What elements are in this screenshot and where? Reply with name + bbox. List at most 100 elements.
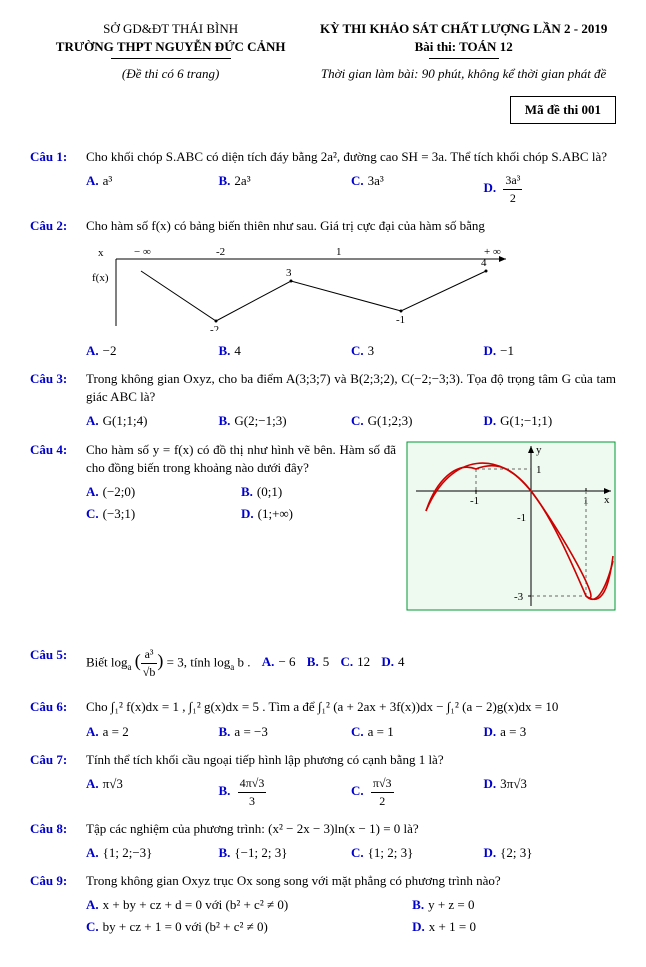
question-6: Câu 6: Cho ∫₁² f(x)dx = 1 , ∫₁² g(x)dx =… — [30, 698, 616, 740]
header-right: KỲ THI KHẢO SÁT CHẤT LƯỢNG LẦN 2 - 2019 … — [311, 20, 616, 84]
q4-opt-d: D.(1;+∞) — [241, 505, 396, 523]
q8-options: A.{1; 2;−3} B.{−1; 2; 3} C.{1; 2; 3} D.{… — [86, 844, 616, 862]
q2-opt-d: D.−1 — [484, 342, 617, 360]
svg-text:3: 3 — [286, 267, 292, 279]
q5-prefix: Biết log — [86, 654, 128, 669]
q6-opt-a: A.a = 2 — [86, 723, 219, 741]
q9-opt-c: C.by + cz + 1 = 0 với (b² + c² ≠ 0) — [86, 918, 412, 936]
header-rule-right — [429, 58, 499, 59]
svg-text:− ∞: − ∞ — [134, 246, 151, 258]
q4-text: Cho hàm số y = f(x) có đồ thị như hình v… — [86, 441, 396, 477]
q7-opt-c: C. π√32 — [351, 775, 484, 810]
q9-opt-d: D.x + 1 = 0 — [412, 918, 616, 936]
page-header: SỞ GD&ĐT THÁI BÌNH TRƯỜNG THPT NGUYỄN ĐỨ… — [30, 20, 616, 84]
q3-opt-b: B.G(2;−1;3) — [219, 412, 352, 430]
header-rule-left — [111, 58, 231, 59]
q2-opt-a: A.−2 — [86, 342, 219, 360]
duration: Thời gian làm bài: 90 phút, không kể thờ… — [311, 65, 616, 83]
q9-opt-a: A.x + by + cz + d = 0 với (b² + c² ≠ 0) — [86, 896, 412, 914]
q5-label: Câu 5: — [30, 646, 86, 681]
svg-text:+ ∞: + ∞ — [484, 246, 501, 258]
exam-title: KỲ THI KHẢO SÁT CHẤT LƯỢNG LẦN 2 - 2019 — [311, 20, 616, 38]
q4-graph: y x 1 -1 1 -1 -3 — [406, 441, 616, 616]
q1-text: Cho khối chóp S.ABC có diện tích đáy bằn… — [86, 148, 616, 166]
q6-opt-c: C.a = 1 — [351, 723, 484, 741]
q3-options: A.G(1;1;4) B.G(2;−1;3) C.G(1;2;3) D.G(1;… — [86, 412, 616, 430]
svg-text:-3: -3 — [514, 591, 524, 603]
svg-text:f(x): f(x) — [92, 272, 109, 284]
question-8: Câu 8: Tập các nghiệm của phương trình: … — [30, 820, 616, 862]
svg-text:y: y — [536, 444, 542, 456]
q1-opt-c: C.3a³ — [351, 172, 484, 207]
q6-opt-d: D.a = 3 — [484, 723, 617, 741]
q7-opt-b: B. 4π√33 — [219, 775, 352, 810]
page-count: (Đề thi có 6 trang) — [30, 65, 311, 83]
q7-text: Tính thể tích khối cầu ngoại tiếp hình l… — [86, 751, 616, 769]
question-3: Câu 3: Trong không gian Oxyz, cho ba điể… — [30, 370, 616, 431]
q8-text: Tập các nghiệm của phương trình: (x² − 2… — [86, 820, 616, 838]
q2-opt-b: B.4 — [219, 342, 352, 360]
q4-opt-c: C.(−3;1) — [86, 505, 241, 523]
q8-opt-c: C.{1; 2; 3} — [351, 844, 484, 862]
svg-text:4: 4 — [481, 257, 487, 269]
q4-svg: y x 1 -1 1 -1 -3 — [406, 441, 616, 611]
q2-opt-c: C.3 — [351, 342, 484, 360]
q2-text: Cho hàm số f(x) có bảng biến thiên như s… — [86, 217, 616, 235]
exam-code: Mã đề thi 001 — [510, 96, 616, 124]
q3-opt-a: A.G(1;1;4) — [86, 412, 219, 430]
q8-opt-b: B.{−1; 2; 3} — [219, 844, 352, 862]
q3-label: Câu 3: — [30, 370, 86, 431]
q5-eq: = 3, tính log — [167, 654, 231, 669]
question-2: Câu 2: Cho hàm số f(x) có bảng biến thiê… — [30, 217, 616, 361]
q7-opt-a: A.π√3 — [86, 775, 219, 810]
svg-text:-1: -1 — [470, 495, 479, 507]
q9-options: A.x + by + cz + d = 0 với (b² + c² ≠ 0) … — [86, 896, 616, 936]
q5-options: A.− 6 B.5 C.12 D.4 — [254, 654, 405, 669]
dept: SỞ GD&ĐT THÁI BÌNH — [30, 20, 311, 38]
q3-text: Trong không gian Oxyz, cho ba điểm A(3;3… — [86, 370, 616, 406]
svg-text:-1: -1 — [396, 314, 405, 326]
svg-text:1: 1 — [536, 464, 542, 476]
q2-label: Câu 2: — [30, 217, 86, 361]
subject: Bài thi: TOÁN 12 — [311, 38, 616, 56]
q1-opt-b: B.2a³ — [219, 172, 352, 207]
q8-opt-a: A.{1; 2;−3} — [86, 844, 219, 862]
q6-options: A.a = 2 B.a = −3 C.a = 1 D.a = 3 — [86, 723, 616, 741]
q7-label: Câu 7: — [30, 751, 86, 810]
q1-opt-d: D. 3a³2 — [484, 172, 617, 207]
svg-text:1: 1 — [336, 246, 342, 258]
q5-suffix: b . — [238, 654, 251, 669]
q2-svg: x − ∞ -2 1 + ∞ f(x) -2 3 -1 4 — [86, 241, 526, 331]
q1-label: Câu 1: — [30, 148, 86, 207]
q3-opt-d: D.G(1;−1;1) — [484, 412, 617, 430]
q9-text: Trong không gian Oxyz trục Ox song song … — [86, 872, 616, 890]
q3-opt-c: C.G(1;2;3) — [351, 412, 484, 430]
svg-text:-2: -2 — [210, 324, 219, 331]
q1-options: A.a³ B.2a³ C.3a³ D. 3a³2 — [86, 172, 616, 207]
question-1: Câu 1: Cho khối chóp S.ABC có diện tích … — [30, 148, 616, 207]
q6-opt-b: B.a = −3 — [219, 723, 352, 741]
svg-text:x: x — [604, 494, 610, 506]
svg-text:-2: -2 — [216, 246, 225, 258]
header-left: SỞ GD&ĐT THÁI BÌNH TRƯỜNG THPT NGUYỄN ĐỨ… — [30, 20, 311, 84]
svg-text:-1: -1 — [517, 512, 526, 524]
q9-opt-b: B.y + z = 0 — [412, 896, 616, 914]
q4-opt-b: B.(0;1) — [241, 483, 396, 501]
svg-text:x: x — [98, 247, 104, 259]
q9-label: Câu 9: — [30, 872, 86, 937]
q4-opt-a: A.(−2;0) — [86, 483, 241, 501]
school: TRƯỜNG THPT NGUYỄN ĐỨC CẢNH — [30, 38, 311, 56]
q4-label: Câu 4: — [30, 441, 86, 616]
q7-options: A.π√3 B. 4π√33 C. π√32 D.3π√3 — [86, 775, 616, 810]
q7-opt-d: D.3π√3 — [484, 775, 617, 810]
q6-label: Câu 6: — [30, 698, 86, 740]
q4-options: A.(−2;0) B.(0;1) C.(−3;1) D.(1;+∞) — [86, 483, 396, 523]
q2-variation-chart: x − ∞ -2 1 + ∞ f(x) -2 3 -1 4 — [86, 241, 616, 336]
question-7: Câu 7: Tính thể tích khối cầu ngoại tiếp… — [30, 751, 616, 810]
q6-text: Cho ∫₁² f(x)dx = 1 , ∫₁² g(x)dx = 5 . Tì… — [86, 698, 616, 716]
q1-opt-a: A.a³ — [86, 172, 219, 207]
question-9: Câu 9: Trong không gian Oxyz trục Ox son… — [30, 872, 616, 937]
question-5: Câu 5: Biết loga ( a³ √b ) = 3, tính log… — [30, 646, 616, 681]
q2-options: A.−2 B.4 C.3 D.−1 — [86, 342, 616, 360]
q8-label: Câu 8: — [30, 820, 86, 862]
